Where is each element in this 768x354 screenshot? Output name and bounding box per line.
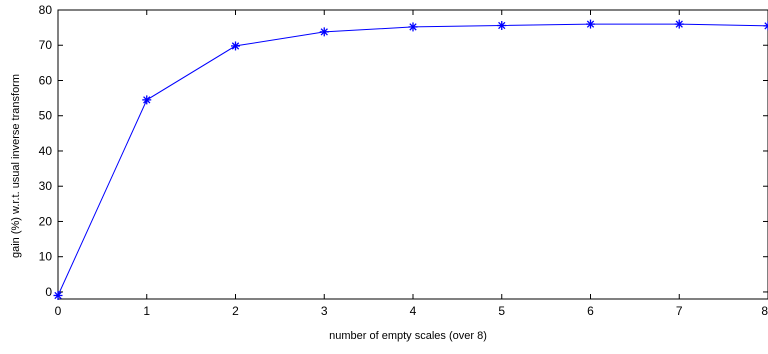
data-point-marker — [763, 21, 768, 31]
x-axis: 0 1 2 3 4 5 6 7 8 — [55, 10, 768, 318]
y-tick-label: 70 — [39, 38, 53, 52]
y-axis-label: gain (%) w.r.t. usual inverse transform — [10, 74, 22, 258]
data-point-marker — [319, 27, 329, 37]
x-tick-label: 7 — [676, 304, 683, 318]
data-point-marker — [408, 22, 418, 32]
data-point-marker — [142, 95, 152, 105]
y-tick-label: 30 — [39, 179, 53, 193]
y-tick-label: 60 — [39, 73, 53, 87]
y-tick-label: 40 — [39, 144, 53, 158]
x-tick-label: 8 — [761, 304, 768, 318]
y-tick-label: 10 — [39, 250, 53, 264]
x-tick-label: 5 — [498, 304, 505, 318]
data-point-marker — [674, 19, 684, 29]
y-tick-label: 0 — [45, 285, 52, 299]
x-tick-label: 1 — [143, 304, 150, 318]
y-tick-label: 80 — [39, 3, 53, 17]
x-axis-label: number of empty scales (over 8) — [329, 330, 487, 342]
x-tick-label: 4 — [410, 304, 417, 318]
data-point-marker — [497, 21, 507, 31]
y-tick-label: 20 — [39, 214, 53, 228]
x-tick-label: 0 — [55, 304, 62, 318]
data-point-marker — [53, 290, 63, 300]
data-series — [53, 19, 768, 300]
y-tick-label: 50 — [39, 109, 53, 123]
data-point-marker — [231, 41, 240, 51]
y-axis: 0 10 20 30 40 50 60 70 80 — [39, 3, 768, 299]
x-tick-label: 2 — [232, 304, 239, 318]
x-tick-label: 6 — [587, 304, 594, 318]
plot-area — [57, 9, 768, 300]
data-point-marker — [586, 19, 595, 29]
x-tick-label: 3 — [321, 304, 328, 318]
